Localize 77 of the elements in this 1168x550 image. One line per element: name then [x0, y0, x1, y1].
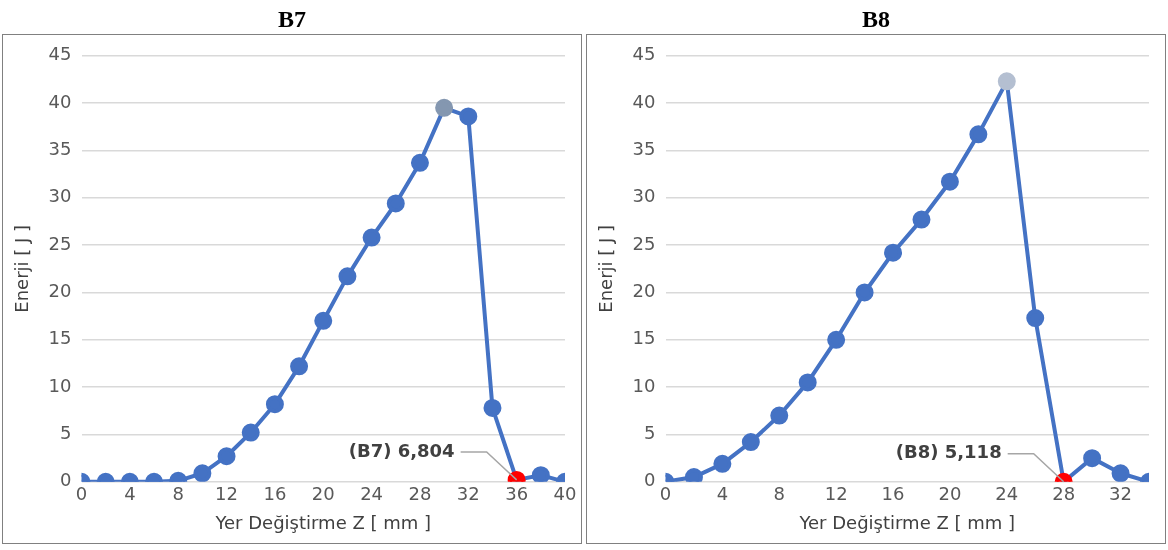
point — [265, 395, 284, 414]
point — [314, 311, 333, 330]
x-tick-label: 4 — [716, 483, 729, 505]
point — [459, 107, 478, 126]
x-tick-label: 0 — [659, 483, 672, 505]
x-tick-label: 12 — [215, 483, 239, 505]
x-tick-label: 8 — [773, 483, 785, 505]
chart-title: B8 — [861, 5, 890, 34]
y-tick-label: 5 — [644, 422, 656, 444]
annotation: (B8) 5,118 — [895, 441, 1002, 463]
y-tick-label: 10 — [632, 374, 656, 396]
point — [338, 267, 357, 286]
x-tick-label: 20 — [938, 483, 962, 505]
point — [290, 357, 309, 376]
point — [770, 406, 789, 425]
y-tick-label: 0 — [60, 469, 72, 491]
y-tick-label: 5 — [60, 422, 72, 444]
y-tick-label: 40 — [48, 90, 72, 112]
point — [969, 125, 988, 144]
x-axis-title: Yer Değiştirme Z [ mm ] — [214, 511, 432, 533]
point — [940, 172, 959, 191]
point — [827, 330, 846, 349]
point — [1083, 449, 1102, 468]
x-tick-label: 8 — [172, 483, 184, 505]
point — [1026, 309, 1045, 328]
y-tick-label: 45 — [48, 43, 72, 65]
y-tick-label: 45 — [632, 43, 656, 65]
x-tick-label: 4 — [124, 483, 136, 505]
x-tick-label: 32 — [456, 483, 480, 505]
x-tick-label: 36 — [505, 483, 529, 505]
x-tick-label: 16 — [263, 483, 287, 505]
point — [193, 464, 212, 482]
point — [435, 98, 454, 117]
point — [798, 373, 817, 392]
x-tick-label: 20 — [311, 483, 335, 505]
y-tick-label: 10 — [48, 374, 72, 396]
y-tick-label: 30 — [632, 185, 656, 207]
x-tick-label: 24 — [360, 483, 384, 505]
y-tick-label: 25 — [48, 232, 72, 254]
y-axis-title: Enerji [ J ] — [11, 224, 33, 313]
x-tick-label: 28 — [1052, 483, 1076, 505]
point — [1111, 464, 1130, 482]
y-tick-label: 30 — [48, 185, 72, 207]
point — [884, 243, 903, 262]
point — [684, 468, 703, 482]
point — [217, 447, 236, 466]
point — [855, 283, 874, 302]
y-tick-label: 35 — [48, 138, 72, 160]
y-tick-label: 15 — [632, 327, 656, 349]
point — [241, 423, 260, 442]
x-tick-label: 40 — [553, 483, 577, 505]
point — [386, 194, 405, 213]
y-tick-label: 0 — [644, 469, 656, 491]
point — [531, 466, 550, 482]
y-tick-label: 15 — [48, 327, 72, 349]
y-tick-label: 20 — [48, 280, 72, 302]
point — [997, 72, 1016, 91]
chart-title: B7 — [277, 5, 306, 34]
point — [912, 210, 931, 229]
x-tick-label: 12 — [824, 483, 848, 505]
x-tick-label: 32 — [1109, 483, 1133, 505]
point — [410, 153, 429, 172]
y-axis-title: Enerji [ J ] — [595, 224, 617, 313]
x-tick-label: 24 — [995, 483, 1019, 505]
annotation: (B7) 6,804 — [348, 439, 455, 461]
point — [362, 228, 381, 247]
x-tick-label: 16 — [881, 483, 905, 505]
y-tick-label: 25 — [632, 232, 656, 254]
y-tick-label: 40 — [632, 90, 656, 112]
y-tick-label: 35 — [632, 138, 656, 160]
y-tick-label: 20 — [632, 280, 656, 302]
point — [713, 454, 732, 473]
point — [741, 433, 760, 452]
x-tick-label: 0 — [75, 483, 88, 505]
point — [483, 398, 502, 417]
x-tick-label: 28 — [408, 483, 432, 505]
x-axis-title: Yer Değiştirme Z [ mm ] — [798, 511, 1016, 533]
